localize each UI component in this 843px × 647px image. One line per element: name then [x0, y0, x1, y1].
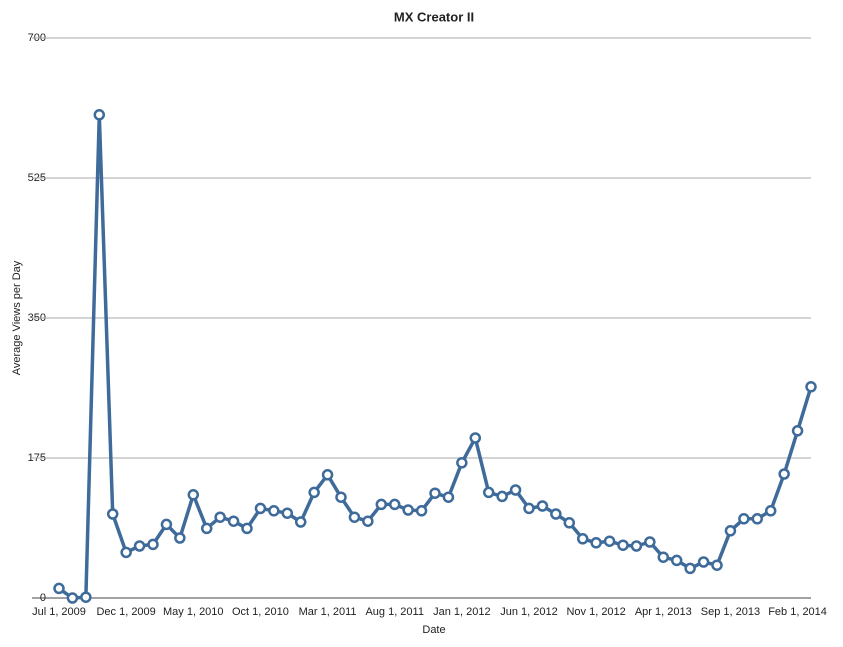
point	[442, 491, 455, 503]
x-tick-label: Nov 1, 2012	[566, 606, 625, 618]
point	[268, 505, 280, 517]
point	[402, 504, 414, 516]
point	[66, 592, 79, 604]
point	[348, 511, 361, 523]
point	[603, 535, 616, 547]
point	[630, 540, 643, 552]
point	[550, 508, 562, 520]
point	[281, 507, 294, 519]
x-tick-label: Aug 1, 2011	[365, 606, 424, 618]
point	[187, 489, 200, 501]
point	[335, 491, 347, 503]
point	[200, 522, 213, 535]
x-tick-label: Mar 1, 2011	[299, 606, 357, 618]
x-tick-label: Apr 1, 2013	[635, 606, 692, 618]
point	[751, 513, 764, 525]
point	[80, 591, 92, 603]
x-tick-label: Jul 1, 2009	[32, 606, 86, 618]
point	[456, 457, 468, 469]
point	[429, 487, 441, 499]
point	[576, 533, 589, 545]
x-tick-label: Jun 1, 2012	[500, 606, 558, 618]
point	[415, 505, 428, 517]
point	[147, 538, 159, 551]
point	[523, 502, 535, 515]
point	[563, 517, 576, 529]
point	[160, 518, 173, 531]
point	[617, 539, 629, 551]
point	[388, 498, 401, 511]
x-tick-label: Feb 1, 2014	[768, 606, 827, 618]
point	[711, 559, 723, 571]
x-tick-label: Sep 1, 2013	[701, 606, 760, 618]
point	[644, 536, 656, 548]
point	[321, 469, 334, 481]
point	[241, 522, 253, 535]
y-axis-title: Average Views per Day	[11, 260, 23, 375]
point	[53, 582, 65, 595]
x-axis-title: Date	[422, 624, 445, 636]
point	[227, 515, 240, 527]
point	[308, 486, 320, 499]
point	[509, 484, 522, 496]
point	[214, 511, 226, 523]
point	[375, 498, 388, 511]
point	[469, 432, 482, 444]
point	[657, 551, 670, 563]
point	[536, 500, 549, 512]
point	[684, 562, 696, 575]
point	[106, 508, 119, 520]
point	[174, 532, 186, 544]
point	[778, 468, 790, 480]
point	[791, 425, 804, 437]
point	[590, 537, 602, 549]
point	[738, 513, 750, 525]
point	[724, 525, 737, 537]
x-tick-label: May 1, 2010	[163, 606, 224, 618]
point	[294, 516, 307, 528]
point	[482, 486, 495, 499]
point	[120, 546, 132, 559]
point	[670, 554, 683, 567]
point	[133, 540, 146, 552]
point	[93, 109, 106, 121]
chart-title: MX Creator II	[394, 9, 474, 24]
point	[254, 502, 267, 515]
point	[805, 381, 817, 393]
x-tick-label: Jan 1, 2012	[433, 606, 491, 618]
point	[697, 556, 710, 568]
point	[362, 515, 374, 527]
point	[764, 505, 777, 517]
x-tick-label: Oct 1, 2010	[232, 606, 289, 618]
point	[496, 490, 508, 503]
x-tick-label: Dec 1, 2009	[96, 606, 155, 618]
